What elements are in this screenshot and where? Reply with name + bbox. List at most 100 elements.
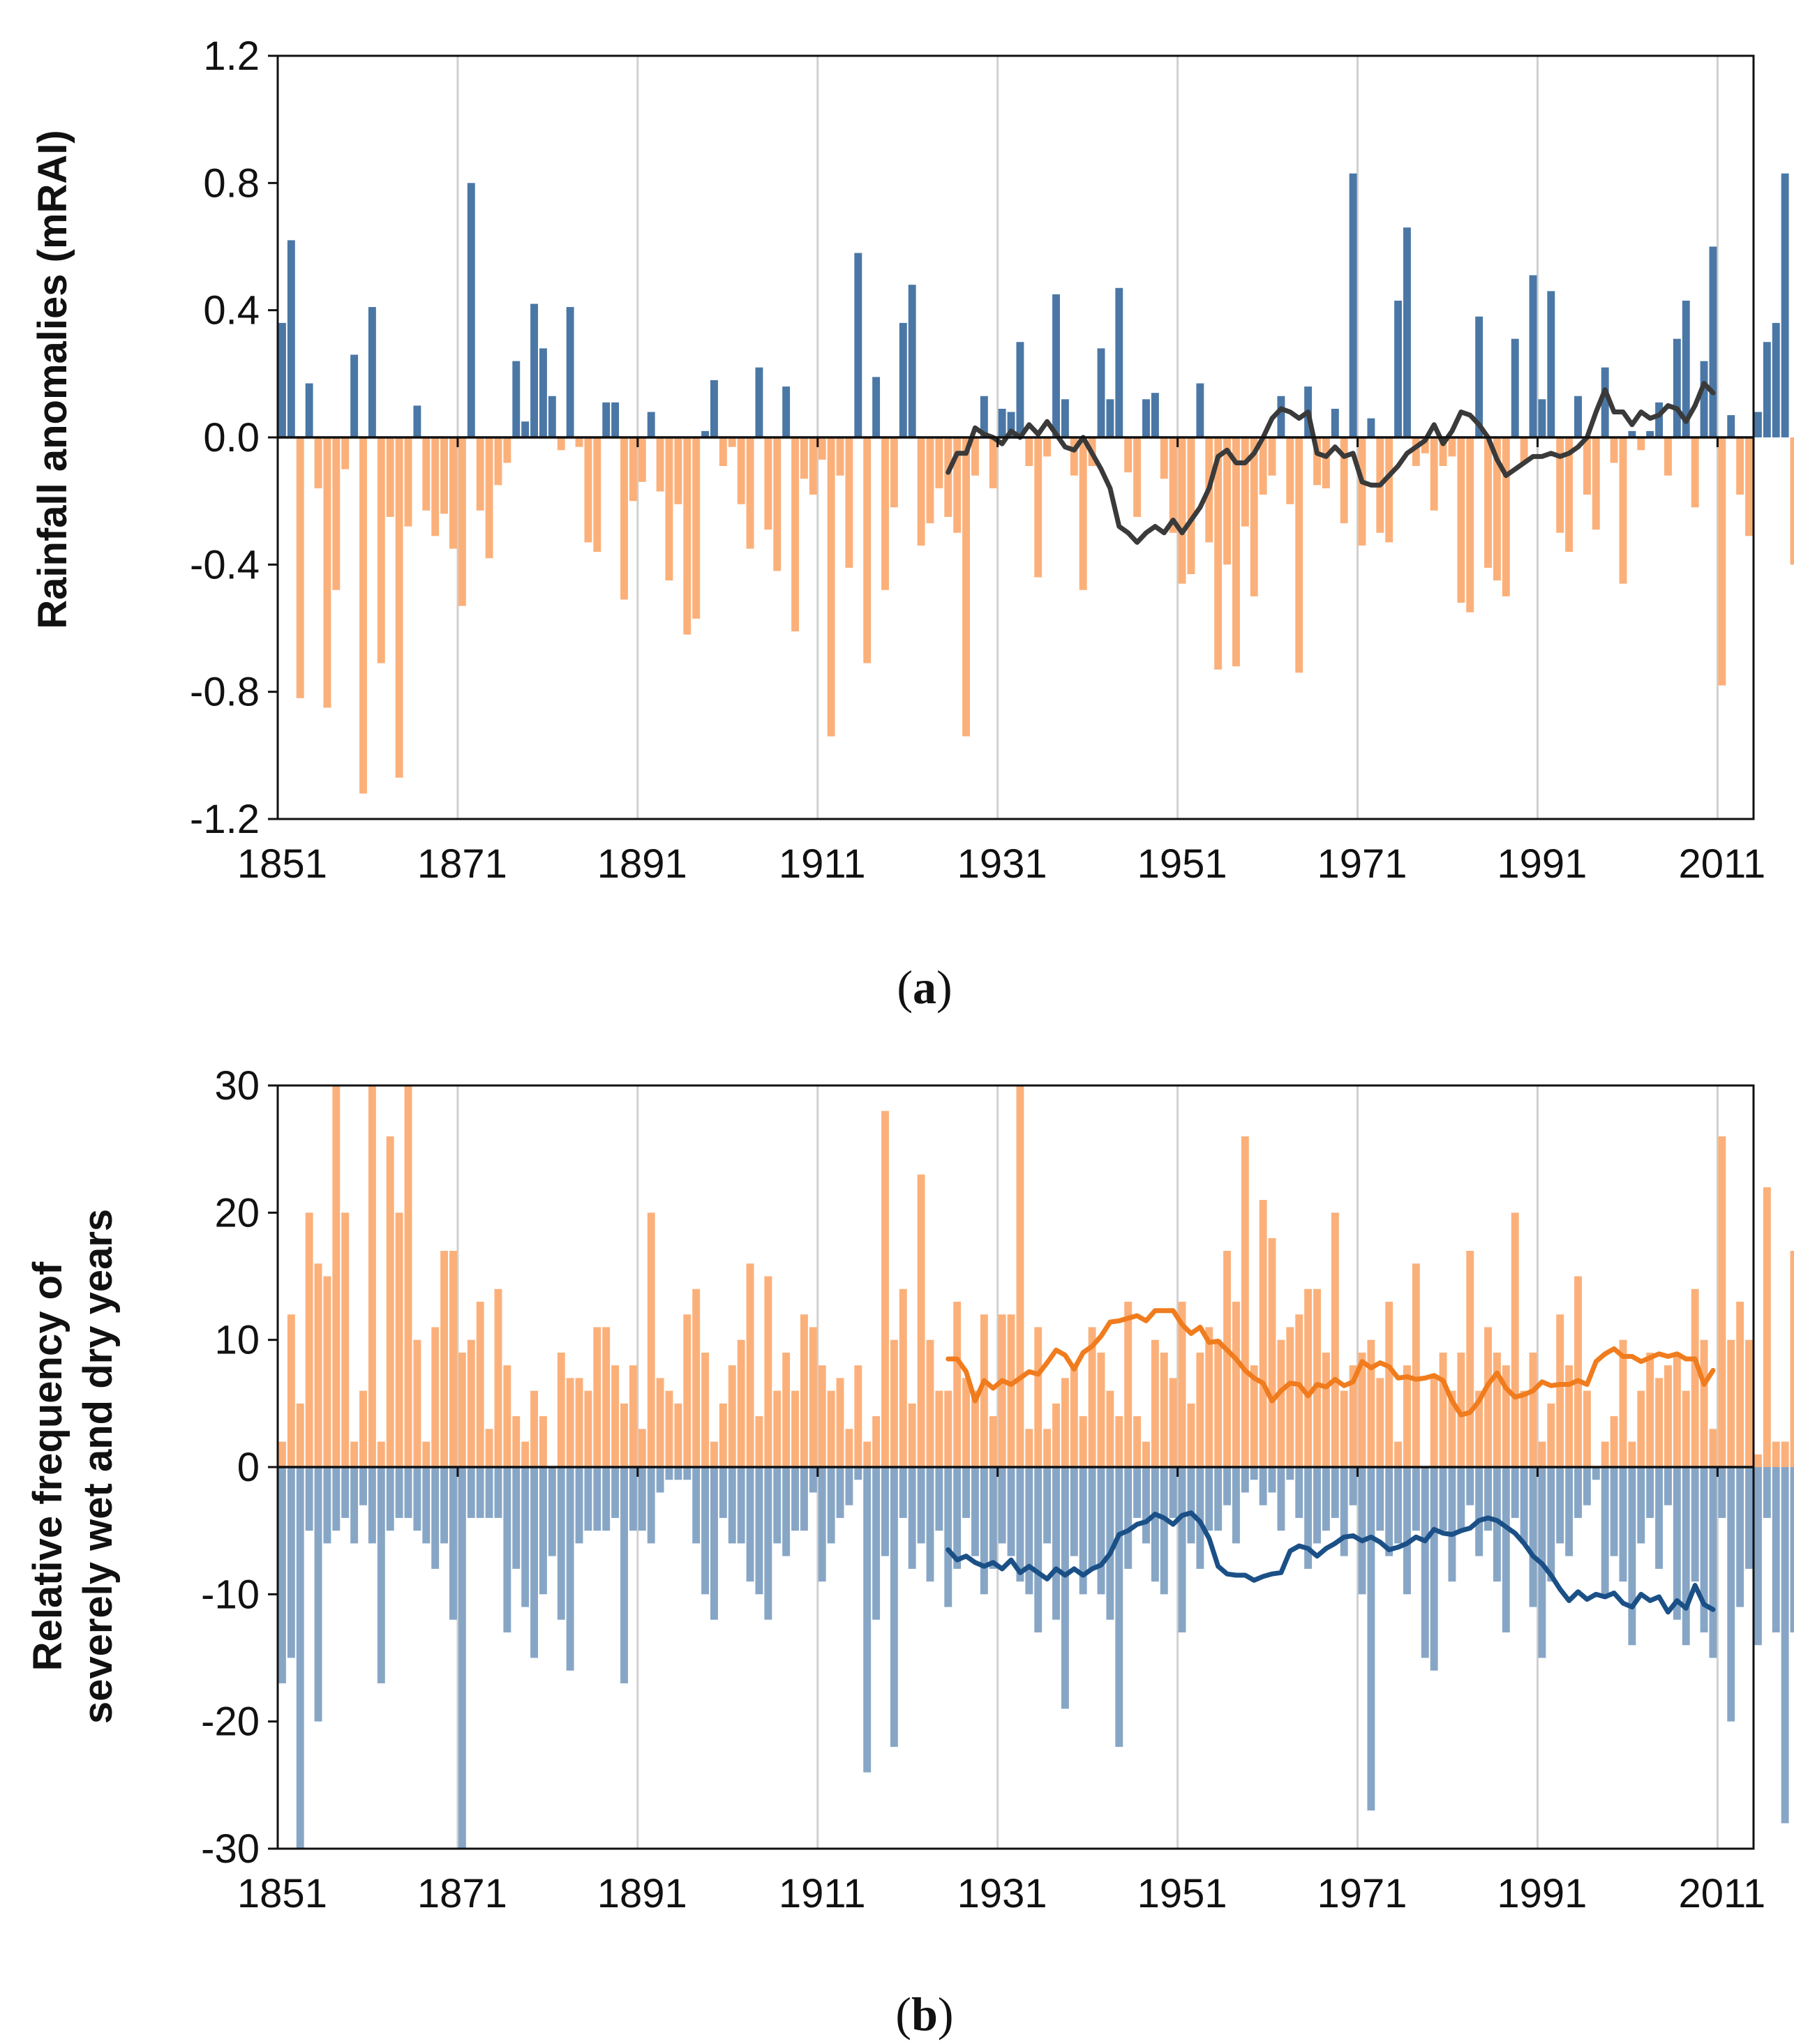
x-tick-label: 1851 <box>237 841 327 887</box>
bar-wet-1962 <box>1277 1467 1285 1531</box>
bar-dry-1933 <box>1016 1085 1024 1467</box>
bar-wet-1885 <box>584 1467 592 1531</box>
bar-mrai-1883 <box>566 307 574 437</box>
y-tick-label: 0.8 <box>203 160 260 206</box>
bar-dry-1980 <box>1439 1352 1447 1467</box>
bar-mrai-1881 <box>548 396 556 437</box>
bar-mrai-2009 <box>1700 361 1708 437</box>
bar-dry-1971 <box>1358 1352 1366 1467</box>
bar-dry-1996 <box>1583 1390 1591 1467</box>
bar-mrai-1950 <box>1169 437 1177 533</box>
bar-dry-1874 <box>485 1429 493 1467</box>
bar-dry-1929 <box>980 1314 988 1467</box>
bar-mrai-1956 <box>1223 437 1232 565</box>
bar-dry-1867 <box>422 1441 431 1467</box>
bar-mrai-2017 <box>1772 322 1780 437</box>
bar-dry-2016 <box>1763 1187 1771 1467</box>
bar-wet-1864 <box>395 1467 403 1518</box>
bar-dry-1934 <box>1025 1429 1033 1467</box>
bar-dry-2014 <box>1745 1339 1753 1467</box>
bar-wet-1995 <box>1574 1467 1582 1518</box>
bar-mrai-1902 <box>737 437 745 504</box>
bar-mrai-2001 <box>1628 430 1636 437</box>
chart-relative-frequency: -30 -20 -10 0 10 20 30 1851 1871 1891 1911 1931 1951… <box>25 1063 1794 2041</box>
y-tick-label: 0 <box>237 1445 260 1490</box>
bar-mrai-1925 <box>944 437 952 517</box>
bar-mrai-1967 <box>1322 437 1330 488</box>
bar-wet-1905 <box>764 1467 772 1620</box>
bar-dry-2001 <box>1628 1441 1636 1467</box>
x-tick-label: 2011 <box>1678 1871 1765 1916</box>
bar-mrai-1987 <box>1502 437 1510 596</box>
bar-mrai-1958 <box>1241 437 1249 527</box>
bar-wet-1992 <box>1547 1467 1555 1582</box>
bar-dry-1897 <box>692 1288 701 1467</box>
bar-wet-1983 <box>1466 1467 1474 1505</box>
bar-mrai-1972 <box>1367 418 1375 437</box>
bar-dry-1949 <box>1160 1352 1168 1467</box>
bar-wet-1975 <box>1394 1467 1403 1544</box>
bar-mrai-2002 <box>1637 437 1645 451</box>
bar-wet-1903 <box>746 1467 754 1582</box>
bar-dry-1900 <box>719 1403 727 1467</box>
bar-mrai-1930 <box>989 437 997 488</box>
bar-mrai-1856 <box>323 437 331 708</box>
axes-a <box>268 54 1755 820</box>
bar-wet-1981 <box>1448 1467 1456 1582</box>
bar-dry-1981 <box>1448 1390 1456 1467</box>
bar-mrai-1915 <box>854 253 862 437</box>
bar-wet-1910 <box>809 1467 817 1493</box>
bar-mrai-1927 <box>962 437 971 737</box>
bar-dry-1857 <box>332 1085 341 1467</box>
bar-mrai-1986 <box>1493 437 1501 581</box>
bar-mrai-2012 <box>1727 415 1735 437</box>
bar-dry-1928 <box>971 1390 979 1467</box>
bar-wet-1869 <box>440 1467 449 1544</box>
bar-mrai-1923 <box>926 437 934 524</box>
bar-dry-1886 <box>593 1327 601 1467</box>
bar-wet-1888 <box>611 1467 620 1518</box>
bar-dry-1907 <box>782 1352 791 1467</box>
bar-mrai-1928 <box>971 437 979 476</box>
bar-wet-2000 <box>1619 1467 1627 1582</box>
bar-dry-1918 <box>881 1111 889 1467</box>
bar-wet-1857 <box>332 1467 341 1531</box>
chart-rainfall-anomalies: -1.2 -0.8 -0.4 0.0 0.4 0.8 1.2 1851 1871 1891 1911… <box>30 33 1794 1014</box>
bar-mrai-1960 <box>1259 437 1267 495</box>
bar-wet-1950 <box>1169 1467 1177 1518</box>
bar-dry-2012 <box>1727 1339 1735 1467</box>
bar-dry-1916 <box>863 1441 872 1467</box>
bar-mrai-1935 <box>1034 437 1042 578</box>
bar-mrai-1953 <box>1196 383 1204 437</box>
bar-wet-1887 <box>602 1467 611 1531</box>
bar-dry-1936 <box>1043 1429 1052 1467</box>
bar-wet-1892 <box>647 1467 655 1544</box>
bar-wet-1852 <box>287 1467 295 1658</box>
bar-mrai-2014 <box>1745 437 1753 536</box>
bar-dry-1941 <box>1088 1327 1096 1467</box>
bar-mrai-2008 <box>1691 437 1699 508</box>
bar-dry-1968 <box>1331 1212 1339 1467</box>
bar-dry-1956 <box>1223 1251 1232 1467</box>
bar-dry-1953 <box>1196 1352 1204 1467</box>
bar-dry-1884 <box>575 1378 583 1467</box>
bar-wet-1957 <box>1232 1467 1240 1544</box>
bar-wet-1932 <box>1007 1467 1015 1556</box>
bar-mrai-1895 <box>674 437 682 504</box>
bar-wet-1977 <box>1412 1467 1420 1531</box>
bar-wet-1946 <box>1133 1467 1142 1518</box>
bar-wet-1917 <box>872 1467 881 1620</box>
bar-dry-2002 <box>1637 1390 1645 1467</box>
bar-wet-1925 <box>944 1467 952 1607</box>
bar-mrai-1892 <box>647 412 655 437</box>
y-axis-label-b-2: severely wet and dry years <box>75 1209 121 1724</box>
bar-wet-1906 <box>773 1467 782 1544</box>
bar-mrai-1907 <box>782 386 791 437</box>
bar-dry-1998 <box>1601 1441 1609 1467</box>
bar-wet-1942 <box>1097 1467 1105 1595</box>
bar-wet-1922 <box>917 1467 925 1544</box>
bar-mrai-1853 <box>296 437 304 698</box>
bar-dry-1855 <box>314 1263 322 1467</box>
bar-dry-1896 <box>683 1314 692 1467</box>
